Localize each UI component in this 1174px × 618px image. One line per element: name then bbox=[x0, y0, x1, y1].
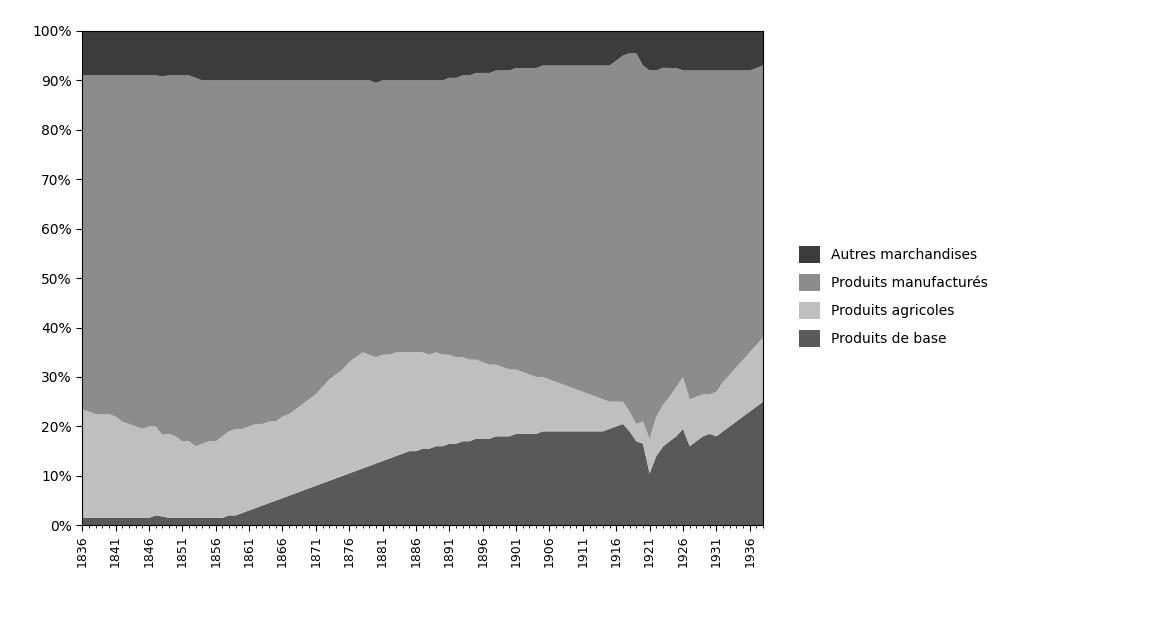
Legend: Autres marchandises, Produits manufacturés, Produits agricoles, Produits de base: Autres marchandises, Produits manufactur… bbox=[794, 240, 993, 353]
